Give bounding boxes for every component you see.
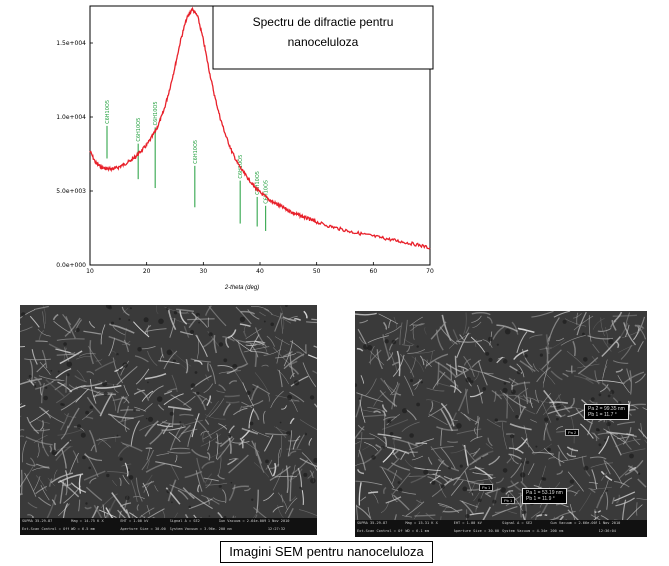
sem-info-text: WD = 6.1 mm [405,528,430,533]
reference-peak-label: C6H10O5 [136,118,142,142]
y-tick-label: 0.0e+000 [56,262,86,269]
measurement-tag-a: Pa 2 [565,429,580,436]
sem-info-text: 1 Nov 2010 [267,519,290,523]
title-box [212,5,434,70]
chart-title-line-2: nanoceluloza [288,35,359,49]
sem-info-text: EHT = 1.00 kV [453,521,482,525]
sem-info-text: 12:27:32 [267,526,286,531]
sem-info-text: Signal A = SE2 [501,521,533,525]
sem-info-text: Ext.Scan Control = Off [22,526,70,531]
sem-info-text: WD = 6.5 mm [71,526,95,531]
x-axis-ticks: 10 20 30 40 50 60 70 [86,262,434,275]
series-line [89,6,431,250]
reference-peak-label: C6H10O5 [105,100,111,124]
reference-peaks: C6H10O5C6H10O5C6H10O5C6H10O5C6H10O5C6H10… [105,100,270,231]
sem-info-bar-right: SUPRA 35-29-87 Mag = 15.31 K X EHT = 1.0… [355,520,647,537]
sem-info-text: EHT = 1.00 kV [120,519,149,523]
reference-peak-label: C6H10O5 [264,180,270,204]
sem-info-text: Aperture Size = 30.00 µm [453,528,500,533]
chart-title-line-1: Spectru de difractie pentru [253,15,394,29]
y-tick-label: 1.5e+004 [56,40,86,47]
y-axis-ticks: 0.0e+000 5.0e+003 1.0e+004 1.5e+004 [56,40,93,269]
sem-info-text: Gun Vacuum = 2.66e-009 mbar [550,521,597,525]
reference-peak-label: C6H10O5 [255,171,261,195]
measurement-tag-c: Pb 1 [501,497,516,504]
x-tick-label: 20 [143,268,151,275]
measurement-text: Pa 2 = 99.35 nm [588,406,625,412]
sem-info-text: Signal A = SE2 [169,519,200,523]
sem-info-text: SUPRA 35-29-87 [22,519,53,523]
measurement-text: Pb 1 = 11.9 ° [526,496,555,502]
x-tick-label: 30 [200,268,208,275]
figure-caption: Imagini SEM pentru nanoceluloza [220,541,433,563]
x-tick-label: 40 [256,268,264,275]
sem-image-right: Pa 2 = 99.35 nm Pb 1 = 11.7 ° Pa 1 = 53.… [355,311,647,537]
sem-info-text: System Vacuum = 4.34e-006 mbar [501,528,548,533]
x-axis-label: 2-theta (deg) [224,285,259,291]
sem-info-text: Mag = 15.31 K X [405,521,438,525]
y-tick-label: 5.0e+003 [56,188,86,195]
sem-info-bar-left: SUPRA 35-29-87 Mag = 14.75 K X EHT = 1.0… [20,518,317,535]
x-tick-label: 10 [86,268,94,275]
measurement-text: Pa 1 = 53.19 nm [526,490,563,496]
reference-peak-label: C6H10O5 [153,101,159,125]
sem-scale-text: 200 nm [550,528,564,533]
sem-info-text: 12:36:04 [598,528,616,533]
sem-info-text: Aperture Size = 30.00 µm [120,526,168,531]
x-tick-label: 70 [426,268,434,275]
sem-texture-left [20,305,317,518]
sem-info-text: Ext.Scan Control = Off [357,528,404,533]
x-tick-label: 50 [313,268,321,275]
reference-peak-label: C6H10O5 [193,140,199,164]
sem-image-left: SUPRA 35-29-87 Mag = 14.75 K X EHT = 1.0… [20,305,317,535]
xrd-chart: 0.0e+000 5.0e+003 1.0e+004 1.5e+004 10 20 30 4… [56,5,434,291]
sem-info-text: Gun Vacuum = 2.64e-009 mbar [218,519,266,523]
reference-peak-label: C6H10O5 [238,155,244,179]
sem-scale-text: 200 nm [218,526,232,531]
sem-info-text: 1 Nov 2010 [598,521,621,525]
y-tick-label: 1.0e+004 [56,114,86,121]
sem-info-text: System Vacuum = 3.96e-006 mbar [169,526,217,531]
measurement-text: Pb 1 = 11.7 ° [588,412,617,418]
x-tick-label: 60 [370,268,378,275]
sem-info-text: SUPRA 35-29-87 [357,521,388,525]
sem-info-text: Mag = 14.75 K X [71,519,104,523]
measurement-tag-b: Pa 1 [479,484,494,491]
measurement-box-2: Pa 1 = 53.19 nm Pb 1 = 11.9 ° [522,488,567,504]
measurement-box-1: Pa 2 = 99.35 nm Pb 1 = 11.7 ° [584,404,629,420]
